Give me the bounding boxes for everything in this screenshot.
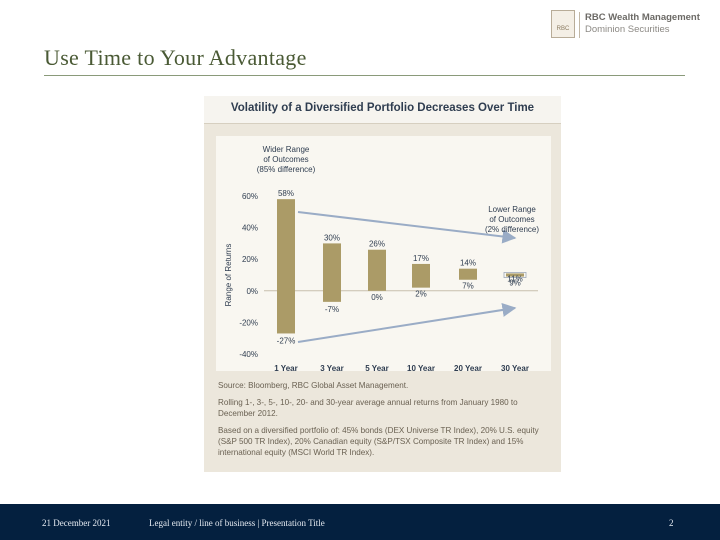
x-tick-label: 5 Year — [365, 364, 388, 373]
bar-30-year — [506, 273, 524, 277]
rolling-note: Rolling 1-, 3-, 5-, 10-, 20- and 30-year… — [218, 398, 518, 418]
source-note: Source: Bloomberg, RBC Global Asset Mana… — [218, 381, 409, 390]
lower-range-annotation: of Outcomes — [489, 215, 534, 224]
footer-bar: 21 December 2021 Legal entity / line of … — [0, 504, 720, 540]
high-data-label: 14% — [460, 259, 476, 268]
footer-date: 21 December 2021 — [42, 518, 111, 528]
lower-range-annotation: (2% difference) — [485, 225, 539, 234]
wider-range-annotation: of Outcomes — [263, 155, 308, 164]
volatility-chart: 60% 40% 20% 0% -20% -40% Range of Returns 1 Yea… — [224, 145, 539, 373]
wider-range-annotation: Wider Range — [263, 145, 310, 154]
lower-range-annotation: Lower Range — [488, 205, 536, 214]
y-axis-title: Range of Returns — [224, 244, 233, 307]
chart-figure: Volatility of a Diversified Portfolio De… — [204, 96, 561, 472]
high-data-label: 30% — [324, 233, 340, 242]
x-tick-label: 30 Year — [501, 364, 529, 373]
low-data-label: 0% — [371, 293, 383, 302]
page-title: Use Time to Your Advantage — [44, 45, 307, 70]
y-tick-label: 20% — [242, 255, 258, 264]
logo-line-2: Dominion Securities — [585, 24, 670, 35]
x-tick-label: 20 Year — [454, 364, 482, 373]
y-tick-label: 60% — [242, 192, 258, 201]
bar-10-year — [412, 263, 430, 288]
y-tick-label: 40% — [242, 224, 258, 233]
footer-entity: Legal entity / line of business | Presen… — [149, 518, 325, 528]
logo-line-1: RBC Wealth Management — [585, 12, 700, 23]
high-data-label: 17% — [413, 254, 429, 263]
low-data-label: -27% — [277, 336, 296, 345]
high-data-label: 26% — [369, 240, 385, 249]
page-number: 2 — [669, 518, 674, 528]
rbc-shield-icon: RBC — [551, 10, 575, 38]
chart-title: Volatility of a Diversified Portfolio De… — [230, 102, 535, 114]
x-tick-label: 1 Year — [274, 364, 297, 373]
low-data-label: 2% — [415, 290, 427, 299]
upper-funnel-arrow — [297, 211, 517, 244]
y-tick-label: -20% — [239, 318, 258, 327]
y-tick-label: -40% — [239, 350, 258, 359]
chart-header: Volatility of a Diversified Portfolio De… — [204, 96, 561, 124]
bar-1-year — [277, 199, 295, 334]
low-data-label: 7% — [462, 282, 474, 291]
rbc-logo: RBC RBC Wealth Management Dominion Secur… — [551, 10, 701, 40]
title-divider — [44, 75, 685, 76]
portfolio-note: Based on a diversified portfolio of: 45%… — [218, 426, 539, 457]
low-data-label: 9% — [509, 279, 521, 288]
chart-notes: Source: Bloomberg, RBC Global Asset Mana… — [218, 380, 550, 464]
low-data-label: -7% — [325, 305, 339, 314]
bar-20-year — [459, 268, 477, 280]
bar-5-year — [368, 249, 386, 291]
high-data-label: 11% — [507, 274, 522, 283]
lower-funnel-arrow — [297, 303, 517, 343]
logo-divider — [579, 12, 580, 38]
x-tick-label: 10 Year — [407, 364, 435, 373]
x-tick-label: 3 Year — [320, 364, 343, 373]
highlight-box — [503, 272, 527, 278]
wider-range-annotation: (85% difference) — [257, 165, 316, 174]
y-tick-label: 0% — [246, 287, 258, 296]
high-data-label: 58% — [278, 189, 294, 198]
bar-3-year — [323, 243, 341, 302]
